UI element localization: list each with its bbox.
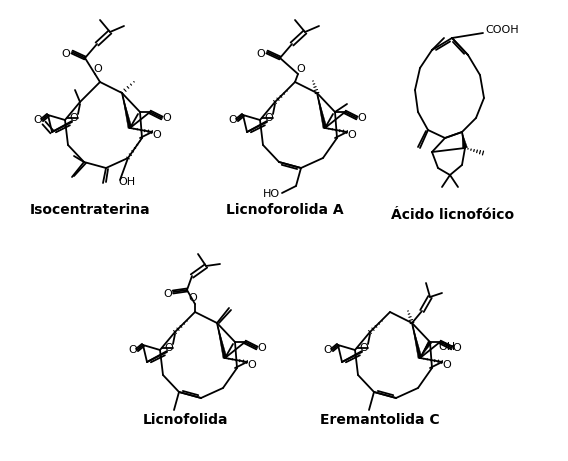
Text: O: O — [165, 343, 173, 353]
Polygon shape — [412, 323, 422, 359]
Text: O: O — [153, 130, 161, 140]
Text: Isocentraterina: Isocentraterina — [30, 203, 151, 217]
Text: O: O — [358, 113, 366, 123]
Text: OH: OH — [118, 177, 135, 187]
Text: O: O — [94, 64, 102, 74]
Text: OH: OH — [438, 342, 455, 352]
Text: O: O — [34, 115, 43, 125]
Text: O: O — [164, 289, 172, 299]
Text: O: O — [229, 115, 237, 125]
Text: Eremantolida C: Eremantolida C — [320, 413, 440, 427]
Text: O: O — [257, 49, 265, 59]
Text: O: O — [296, 64, 306, 74]
Text: O: O — [348, 130, 356, 140]
Polygon shape — [462, 132, 467, 148]
Text: O: O — [128, 345, 137, 355]
Text: O: O — [61, 49, 70, 59]
Polygon shape — [217, 323, 227, 359]
Text: HO: HO — [263, 189, 280, 199]
Text: O: O — [265, 113, 273, 123]
Text: O: O — [162, 113, 172, 123]
Polygon shape — [420, 341, 432, 358]
Polygon shape — [122, 93, 132, 129]
Text: Licnofolida: Licnofolida — [142, 413, 228, 427]
Text: O: O — [453, 343, 461, 353]
Text: O: O — [442, 360, 452, 370]
Text: O: O — [324, 345, 332, 355]
Text: Licnoforolida A: Licnoforolida A — [226, 203, 344, 217]
Text: O: O — [258, 343, 266, 353]
Text: COOH: COOH — [485, 25, 519, 35]
Text: O: O — [360, 343, 369, 353]
Polygon shape — [317, 93, 327, 129]
Text: O: O — [70, 113, 78, 123]
Text: O: O — [248, 360, 256, 370]
Text: Ácido licnofóico: Ácido licnofóico — [391, 208, 515, 222]
Text: O: O — [189, 293, 197, 303]
